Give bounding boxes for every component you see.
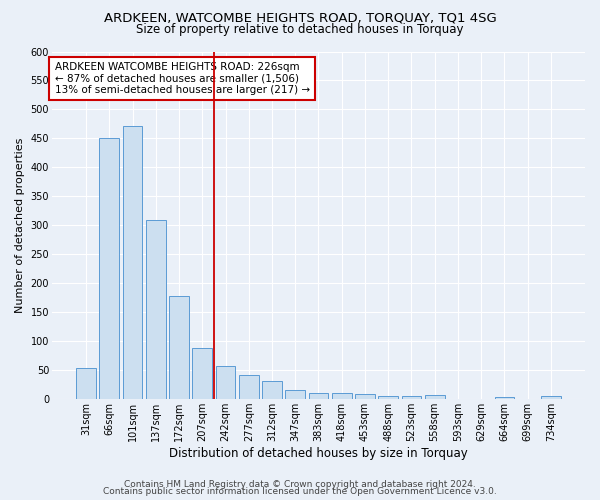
Text: Size of property relative to detached houses in Torquay: Size of property relative to detached ho… xyxy=(136,24,464,36)
Bar xyxy=(239,375,259,399)
Bar xyxy=(425,394,445,399)
Bar xyxy=(355,394,375,399)
Bar xyxy=(541,396,561,399)
Text: ARDKEEN, WATCOMBE HEIGHTS ROAD, TORQUAY, TQ1 4SG: ARDKEEN, WATCOMBE HEIGHTS ROAD, TORQUAY,… xyxy=(104,12,496,24)
Bar xyxy=(401,396,421,399)
Bar xyxy=(262,380,282,399)
Bar xyxy=(169,296,189,399)
Text: Contains HM Land Registry data © Crown copyright and database right 2024.: Contains HM Land Registry data © Crown c… xyxy=(124,480,476,489)
Bar xyxy=(100,138,119,399)
X-axis label: Distribution of detached houses by size in Torquay: Distribution of detached houses by size … xyxy=(169,447,468,460)
Bar xyxy=(379,396,398,399)
Bar xyxy=(286,390,305,399)
Text: ARDKEEN WATCOMBE HEIGHTS ROAD: 226sqm
← 87% of detached houses are smaller (1,50: ARDKEEN WATCOMBE HEIGHTS ROAD: 226sqm ← … xyxy=(55,62,310,95)
Bar xyxy=(308,394,328,399)
Bar xyxy=(146,220,166,399)
Y-axis label: Number of detached properties: Number of detached properties xyxy=(15,138,25,313)
Bar xyxy=(215,366,235,399)
Bar xyxy=(448,398,468,399)
Bar xyxy=(193,348,212,399)
Bar xyxy=(494,397,514,399)
Bar xyxy=(122,126,142,399)
Bar xyxy=(76,368,96,399)
Text: Contains public sector information licensed under the Open Government Licence v3: Contains public sector information licen… xyxy=(103,487,497,496)
Bar xyxy=(332,394,352,399)
